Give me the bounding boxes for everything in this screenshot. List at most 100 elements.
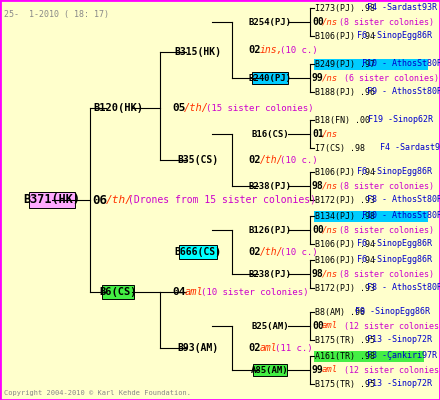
Text: (11 c.): (11 c.) [275, 344, 313, 352]
Text: F10 - AthosSt80R: F10 - AthosSt80R [357, 212, 440, 220]
Text: /ns: /ns [322, 74, 338, 82]
Text: F6 -SinopEgg86R: F6 -SinopEgg86R [357, 168, 432, 176]
Text: /ns: /ns [322, 18, 338, 26]
Text: (Drones from 15 sister colonies): (Drones from 15 sister colonies) [128, 195, 316, 205]
Text: /th/: /th/ [260, 155, 283, 165]
Text: F6 -SinopEgg86R: F6 -SinopEgg86R [357, 32, 432, 40]
Text: 98: 98 [312, 269, 324, 279]
Text: (8 sister colonies): (8 sister colonies) [334, 226, 434, 234]
Text: B238(PJ): B238(PJ) [249, 182, 291, 190]
Text: 00: 00 [312, 321, 324, 331]
Text: B175(TR) .95: B175(TR) .95 [315, 380, 375, 388]
Text: 00: 00 [312, 17, 324, 27]
Text: /ns: /ns [322, 130, 338, 138]
Text: I7(CS) .98: I7(CS) .98 [315, 144, 365, 152]
Text: B18(FN) .00: B18(FN) .00 [315, 116, 370, 124]
Text: B240(PJ): B240(PJ) [249, 74, 291, 82]
Text: 99: 99 [312, 73, 324, 83]
Text: F9 -SinopEgg86R: F9 -SinopEgg86R [350, 308, 430, 316]
Text: aml: aml [260, 343, 277, 353]
Text: 04: 04 [172, 287, 186, 297]
FancyBboxPatch shape [29, 192, 75, 208]
Text: B134(PJ) .98: B134(PJ) .98 [315, 212, 375, 220]
Text: /ns: /ns [322, 182, 338, 190]
Text: /ns: /ns [322, 226, 338, 234]
Text: B666(CS): B666(CS) [175, 247, 221, 257]
Text: (10 c.): (10 c.) [280, 248, 318, 256]
Text: B8(AM) .96: B8(AM) .96 [315, 308, 365, 316]
Text: I273(PJ) .98: I273(PJ) .98 [315, 4, 375, 12]
Text: (12 sister colonies): (12 sister colonies) [334, 322, 440, 330]
Text: (10 c.): (10 c.) [280, 46, 318, 54]
Text: 98: 98 [312, 181, 324, 191]
Text: B249(PJ) .97: B249(PJ) .97 [315, 60, 375, 68]
Text: Copyright 2004-2010 © Karl Kehde Foundation.: Copyright 2004-2010 © Karl Kehde Foundat… [4, 390, 191, 396]
Text: (8 sister colonies): (8 sister colonies) [334, 18, 434, 26]
Text: F13 -Sinop72R: F13 -Sinop72R [357, 336, 432, 344]
Text: B6(CS): B6(CS) [99, 287, 137, 297]
Text: aml: aml [322, 366, 338, 374]
Text: (10 c.): (10 c.) [280, 156, 318, 164]
Text: B106(PJ) .94: B106(PJ) .94 [315, 32, 375, 40]
Text: A85(AM): A85(AM) [251, 366, 289, 374]
Text: F6 -SinopEgg86R: F6 -SinopEgg86R [357, 240, 432, 248]
FancyBboxPatch shape [313, 210, 428, 222]
Text: 02: 02 [248, 343, 260, 353]
Text: 05: 05 [172, 103, 186, 113]
Text: F8 - AthosSt80R: F8 - AthosSt80R [357, 284, 440, 292]
Text: B254(PJ): B254(PJ) [249, 18, 291, 26]
Text: 01: 01 [312, 129, 324, 139]
Text: /th/: /th/ [184, 103, 209, 113]
Text: B16(CS): B16(CS) [251, 130, 289, 138]
Text: 02: 02 [248, 45, 260, 55]
Text: (8 sister colonies): (8 sister colonies) [334, 182, 434, 190]
Text: F10 - AthosSt80R: F10 - AthosSt80R [357, 60, 440, 68]
Text: B25(AM): B25(AM) [251, 322, 289, 330]
Text: F19 -Sinop62R: F19 -Sinop62R [353, 116, 433, 124]
FancyBboxPatch shape [313, 58, 428, 70]
Text: B126(PJ): B126(PJ) [249, 226, 291, 234]
Text: aml: aml [322, 322, 338, 330]
Text: (12 sister colonies): (12 sister colonies) [334, 366, 440, 374]
Text: B315(HK): B315(HK) [175, 47, 221, 57]
Text: /th/: /th/ [106, 195, 133, 205]
Text: B172(PJ) .93: B172(PJ) .93 [315, 284, 375, 292]
Text: F4 -Sardast93R: F4 -Sardast93R [350, 144, 440, 152]
Text: (15 sister colonies): (15 sister colonies) [206, 104, 313, 112]
Text: F13 -Sinop72R: F13 -Sinop72R [357, 380, 432, 388]
Text: (6 sister colonies): (6 sister colonies) [334, 74, 440, 82]
Text: /th/: /th/ [260, 247, 283, 257]
Text: F6 -SinopEgg86R: F6 -SinopEgg86R [357, 256, 432, 264]
Text: B371(HK): B371(HK) [23, 194, 81, 206]
Text: (10 sister colonies): (10 sister colonies) [201, 288, 308, 296]
Text: B175(TR) .95: B175(TR) .95 [315, 336, 375, 344]
Text: 99: 99 [312, 365, 324, 375]
FancyBboxPatch shape [313, 350, 424, 362]
FancyBboxPatch shape [252, 72, 288, 84]
Text: B238(PJ): B238(PJ) [249, 270, 291, 278]
Text: 06: 06 [92, 194, 107, 206]
Text: ins,: ins, [260, 45, 283, 55]
Text: B106(PJ) .94: B106(PJ) .94 [315, 256, 375, 264]
Text: B35(CS): B35(CS) [177, 155, 219, 165]
Text: aml: aml [184, 287, 203, 297]
Text: 25-  1-2010 ( 18: 17): 25- 1-2010 ( 18: 17) [4, 10, 109, 19]
Text: A161(TR) .98: A161(TR) .98 [315, 352, 375, 360]
Text: B106(PJ) .94: B106(PJ) .94 [315, 168, 375, 176]
Text: 02: 02 [248, 155, 260, 165]
Text: F9 - AthosSt80R: F9 - AthosSt80R [357, 88, 440, 96]
FancyBboxPatch shape [179, 245, 217, 259]
Text: (8 sister colonies): (8 sister colonies) [334, 270, 434, 278]
FancyBboxPatch shape [253, 364, 286, 376]
Text: B120(HK): B120(HK) [93, 103, 143, 113]
Text: /ns: /ns [322, 270, 338, 278]
Text: F3 -Çankiri97R: F3 -Çankiri97R [357, 352, 437, 360]
Text: B188(PJ) .96: B188(PJ) .96 [315, 88, 375, 96]
Text: B172(PJ) .93: B172(PJ) .93 [315, 196, 375, 204]
Text: B93(AM): B93(AM) [177, 343, 219, 353]
Text: F4 -Sardast93R: F4 -Sardast93R [357, 4, 437, 12]
Text: 02: 02 [248, 247, 260, 257]
FancyBboxPatch shape [102, 285, 134, 299]
Text: 00: 00 [312, 225, 324, 235]
Text: F8 - AthosSt80R: F8 - AthosSt80R [357, 196, 440, 204]
